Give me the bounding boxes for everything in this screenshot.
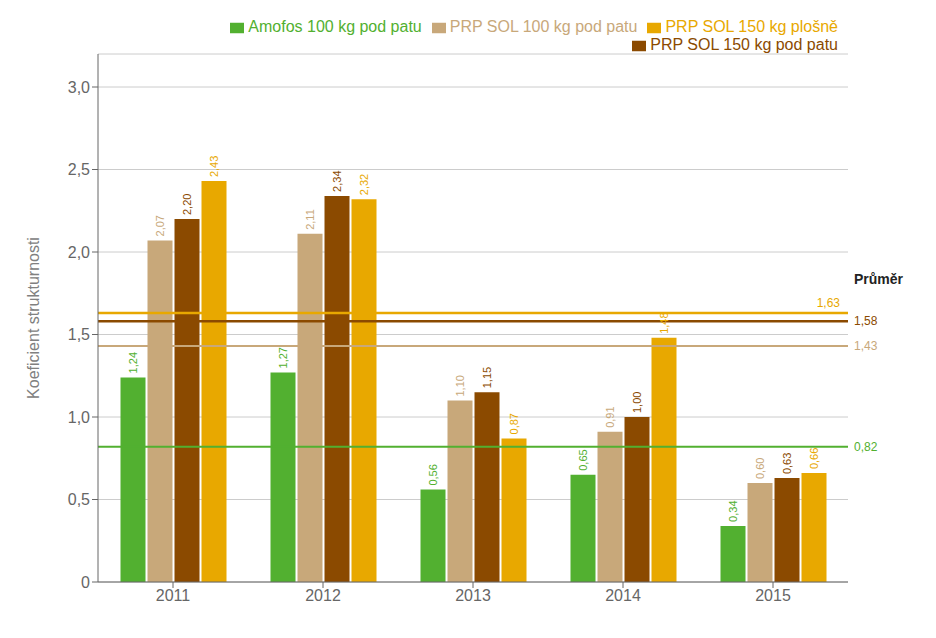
html-text:PRP SOL 150 kg plošně: PRP SOL 150 kg plošně	[665, 18, 838, 35]
svg-text:0,91: 0,91	[604, 406, 616, 427]
svg-text:2013: 2013	[455, 587, 491, 604]
svg-text:0,60: 0,60	[754, 458, 766, 479]
svg-text:0,5: 0,5	[68, 491, 90, 508]
svg-text:1,00: 1,00	[631, 392, 643, 413]
svg-text:2015: 2015	[755, 587, 791, 604]
svg-text:1,5: 1,5	[68, 326, 90, 343]
svg-text:0,66: 0,66	[808, 448, 820, 469]
svg-text:Průměr: Průměr	[854, 271, 904, 287]
svg-text:1,0: 1,0	[68, 409, 90, 426]
svg-text:1,63: 1,63	[817, 296, 841, 310]
svg-text:1,48: 1,48	[658, 312, 670, 333]
svg-text:1,43: 1,43	[854, 339, 878, 353]
svg-text:1,27: 1,27	[277, 347, 289, 368]
svg-text:0,82: 0,82	[854, 440, 878, 454]
svg-text:2,11: 2,11	[304, 209, 316, 230]
svg-text:2011: 2011	[156, 587, 191, 604]
svg-text:3,0: 3,0	[68, 79, 90, 96]
svg-text:2,34: 2,34	[331, 170, 343, 191]
svg-text:2,5: 2,5	[68, 161, 90, 178]
svg-text:1,15: 1,15	[481, 367, 493, 388]
html-text:PRP SOL 150 kg pod patu: PRP SOL 150 kg pod patu	[650, 36, 838, 53]
svg-text:2,07: 2,07	[154, 215, 166, 236]
svg-text:1,10: 1,10	[454, 375, 466, 396]
svg-text:0,87: 0,87	[508, 413, 520, 434]
svg-text:0,56: 0,56	[427, 464, 439, 485]
svg-text:0: 0	[81, 574, 90, 591]
svg-text:2014: 2014	[605, 587, 641, 604]
svg-text:2012: 2012	[305, 587, 341, 604]
svg-text:2,0: 2,0	[68, 244, 90, 261]
svg-text:0,63: 0,63	[781, 453, 793, 474]
svg-text:0,65: 0,65	[577, 449, 589, 470]
svg-text:2,32: 2,32	[358, 174, 370, 195]
svg-text:Koeficient strukturnosti: Koeficient strukturnosti	[25, 237, 42, 399]
svg-text:2,20: 2,20	[181, 194, 193, 215]
html-text:Amofos 100 kg pod patu: Amofos 100 kg pod patu	[248, 18, 422, 35]
svg-text:2,43: 2,43	[208, 156, 220, 177]
svg-text:0,34: 0,34	[727, 500, 739, 521]
svg-text:1,24: 1,24	[127, 352, 139, 373]
svg-text:1,58: 1,58	[854, 314, 878, 328]
html-text:PRP SOL 100 kg pod patu: PRP SOL 100 kg pod patu	[449, 18, 638, 35]
